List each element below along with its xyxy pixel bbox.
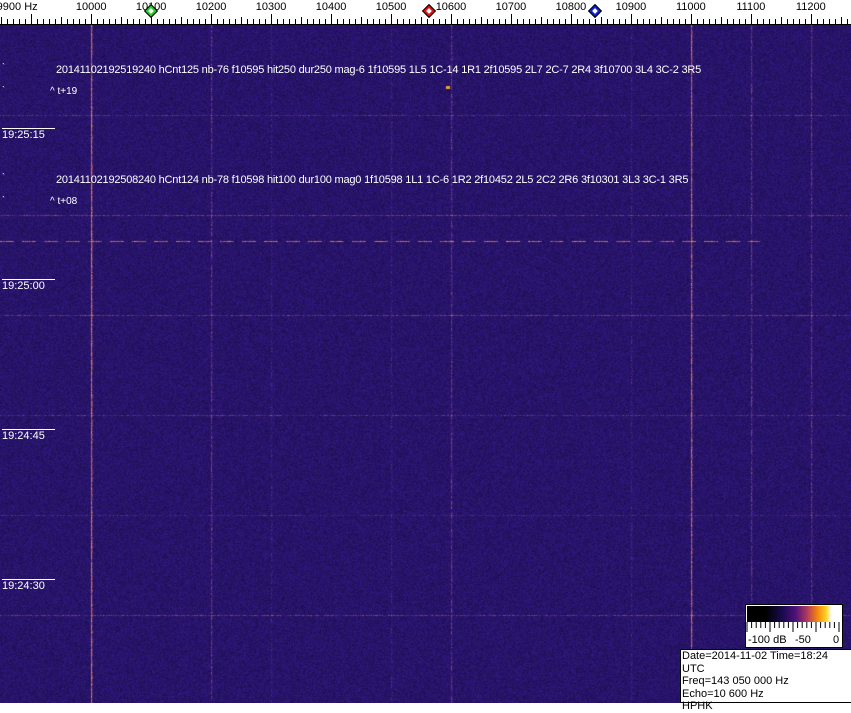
- info-date-time: Date=2014-11-02 Time=18:24 UTC: [682, 650, 828, 675]
- waterfall-spectrogram: [0, 25, 851, 703]
- colorbar-ticks: [746, 622, 840, 632]
- frequency-axis: 9900 Hz100001010010200103001040010500106…: [0, 0, 851, 25]
- event-time-offset: ^ t+08: [50, 196, 78, 207]
- x-tick-label: 10300: [255, 1, 287, 13]
- x-tick-label: 10600: [435, 1, 467, 13]
- colorbar-gradient: [747, 606, 841, 622]
- x-tick-label: 10200: [195, 1, 227, 13]
- axis-ticks: [0, 14, 851, 25]
- info-echo: Echo=10 600 Hz: [682, 687, 764, 700]
- event-annotation: 20141102192519240 hCnt125 nb-76 f10595 h…: [56, 64, 702, 76]
- x-tick-label: 11100: [736, 1, 766, 13]
- colorbar-mid-label: -50: [795, 634, 811, 646]
- x-tick-label: 10900: [615, 1, 647, 13]
- colorbar-min-label: -100 dB: [748, 634, 787, 646]
- info-frequency: Freq=143 050 000 Hz: [682, 675, 789, 687]
- time-label: 19:25:15: [2, 128, 55, 142]
- time-label: 19:24:45: [2, 429, 55, 443]
- colorbar-legend: -100 dB -50 0: [745, 604, 843, 648]
- x-tick-label: 10400: [315, 1, 347, 13]
- x-tick-label: 10700: [495, 1, 527, 13]
- event-marker-tick: `: [2, 85, 5, 95]
- x-tick-label: 11000: [675, 1, 706, 13]
- x-tick-label: 11200: [795, 1, 826, 13]
- event-marker-tick: `: [2, 195, 5, 205]
- colorbar-max-label: 0: [833, 634, 840, 646]
- event-annotation: 20141102192508240 hCnt124 nb-78 f10598 h…: [56, 174, 689, 186]
- event-time-offset: ^ t+19: [50, 86, 78, 97]
- x-tick-label: 10800: [555, 1, 587, 13]
- event-marker-tick: `: [2, 62, 5, 72]
- x-tick-label: 10000: [75, 1, 107, 13]
- x-tick-label: 10500: [375, 1, 407, 13]
- info-station: HPHK: [682, 700, 713, 712]
- x-tick-label: 9900 Hz: [0, 1, 38, 13]
- time-label: 19:24:30: [2, 579, 55, 593]
- event-marker-tick: `: [2, 172, 5, 182]
- time-label: 19:25:00: [2, 279, 55, 293]
- info-box: Date=2014-11-02 Time=18:24 UTC Freq=143 …: [680, 649, 851, 712]
